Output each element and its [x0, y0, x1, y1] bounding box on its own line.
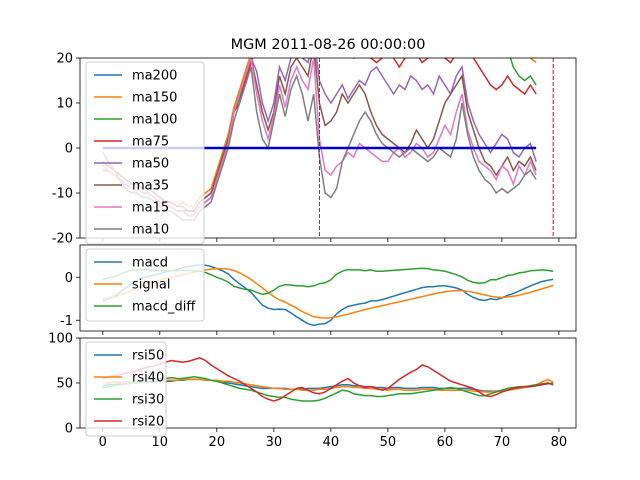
rsi-legend-label-rsi50: rsi50 — [132, 349, 164, 364]
macd-legend-label-macd_diff: macd_diff — [132, 300, 196, 315]
ma-legend-label-ma15: ma15 — [132, 201, 169, 216]
ma-legend-label-ma50: ma50 — [132, 157, 169, 172]
rsi-ytick-label: 50 — [56, 377, 73, 392]
ma-legend-label-ma35: ma35 — [132, 179, 169, 194]
ma-legend-label-ma150: ma150 — [132, 91, 177, 106]
ma-ytick-label: 0 — [65, 142, 73, 157]
macd-legend: macd signal macd_diff — [85, 248, 205, 322]
rsi-xtick-label: 40 — [323, 435, 340, 450]
ma-legend-label-ma100: ma100 — [132, 113, 177, 128]
rsi-series-rsi20-line — [102, 356, 554, 402]
ma-ytick-label: -20 — [52, 232, 73, 247]
rsi-legend-label-rsi20: rsi20 — [132, 415, 164, 430]
rsi-panel: 0 10 20 30 40 50 60 70 80050100rsi50rsi40rsi30rs… — [48, 332, 577, 450]
macd-ytick-label: -1 — [60, 314, 73, 329]
ma-ytick-label: 10 — [56, 97, 73, 112]
rsi-ytick-label: 100 — [48, 332, 73, 347]
rsi-legend: rsi50 rsi40 rsi30 rsi20 — [85, 341, 167, 437]
macd-axes-frame — [79, 244, 577, 332]
macd-legend-box — [85, 248, 205, 322]
macd-ytick-label: 0 — [65, 271, 73, 286]
rsi-xtick-label: 50 — [380, 435, 397, 450]
rsi-xtick-label: 0 — [99, 435, 107, 450]
rsi-legend-label-rsi30: rsi30 — [132, 393, 164, 408]
chart-title: MGM 2011-08-26 00:00:00 — [231, 37, 426, 53]
ma-legend-box — [85, 61, 205, 245]
rsi-ytick-label: 0 — [65, 422, 73, 437]
rsi-xtick-label: 80 — [551, 435, 568, 450]
rsi-xtick-label: 70 — [494, 435, 511, 450]
rsi-xtick-label: 60 — [437, 435, 454, 450]
rsi-legend-label-rsi40: rsi40 — [132, 371, 164, 386]
ma-legend-label-ma200: ma200 — [132, 69, 177, 84]
ma-ytick-label: -10 — [52, 187, 73, 202]
rsi-xtick-label: 20 — [209, 435, 226, 450]
ma-legend: ma200 ma150 ma100 ma75 ma50 ma35 ma15 ma10 — [85, 61, 205, 245]
macd-legend-label-macd: macd — [132, 256, 168, 271]
ma-legend-label-ma75: ma75 — [132, 135, 169, 150]
ma-panel: -20-1001020ma200ma150ma100ma75ma50ma35ma… — [52, 52, 577, 247]
macd-legend-label-signal: signal — [132, 278, 170, 293]
ma-ytick-label: 20 — [56, 52, 73, 67]
rsi-series-rsi30-line — [102, 375, 554, 402]
rsi-xtick-label: 30 — [266, 435, 283, 450]
macd-panel: -1 0 macd signal macd_diff — [60, 244, 577, 335]
ma-legend-label-ma10: ma10 — [132, 223, 169, 238]
rsi-legend-box — [85, 341, 167, 437]
rsi-plot-area — [102, 356, 554, 402]
rsi-xtick-label: 10 — [152, 435, 169, 450]
